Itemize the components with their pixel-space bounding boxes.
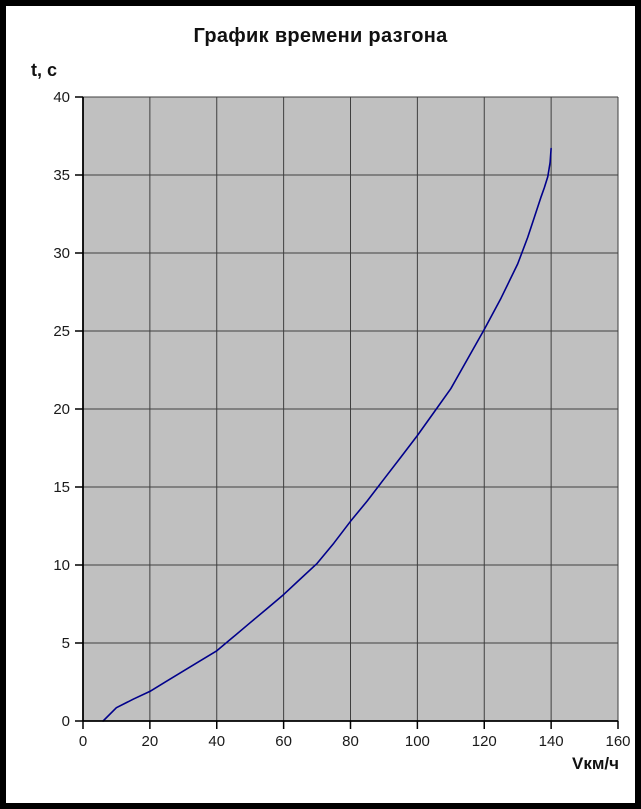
y-tick-label: 40: [53, 89, 70, 106]
x-tick-label: 120: [472, 733, 497, 750]
y-tick-label: 35: [53, 167, 70, 184]
y-tick-label: 0: [62, 713, 70, 730]
x-tick-label: 0: [79, 733, 87, 750]
y-tick-label: 30: [53, 245, 70, 262]
x-tick-label: 140: [539, 733, 564, 750]
y-tick-label: 25: [53, 323, 70, 340]
x-axis-title: Vкм/ч: [571, 754, 619, 773]
x-tick-label: 80: [342, 733, 359, 750]
y-tick-label: 10: [53, 557, 70, 574]
y-tick-label: 5: [62, 635, 70, 652]
y-tick-label: 15: [53, 479, 70, 496]
x-tick-label: 40: [208, 733, 225, 750]
x-tick-label: 60: [275, 733, 292, 750]
x-tick-label: 100: [405, 733, 430, 750]
acceleration-curve: [102, 147, 552, 722]
x-tick-label: 160: [605, 733, 630, 750]
chart-title: График времени разгона: [193, 25, 448, 47]
y-axis-title: t, c: [31, 60, 58, 80]
x-tick-label: 20: [142, 733, 159, 750]
y-tick-label: 20: [53, 401, 70, 418]
